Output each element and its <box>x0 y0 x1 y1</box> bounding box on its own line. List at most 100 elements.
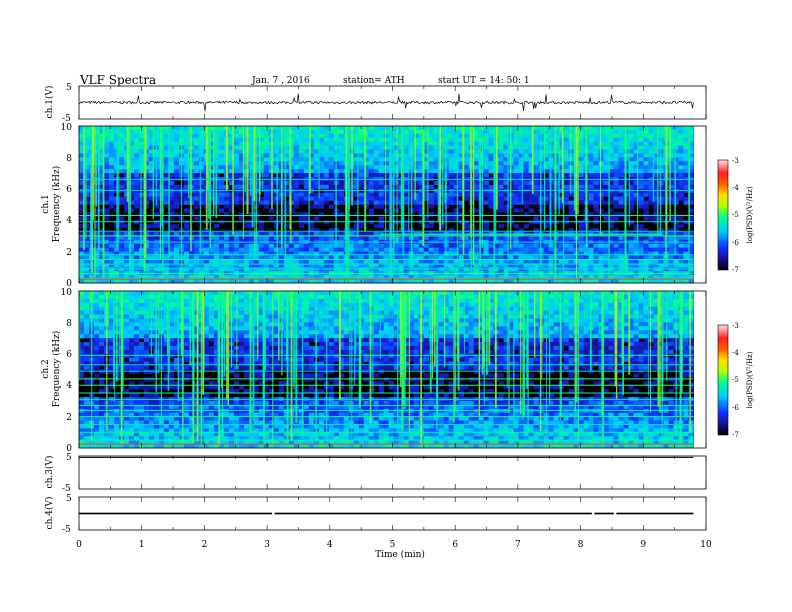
ch1-spec-cell <box>653 141 659 146</box>
ch1-spec-cell <box>109 133 115 138</box>
ch1-spec-cell <box>153 243 160 248</box>
ch1-spec-cell <box>168 204 175 209</box>
ch1-spec-cell <box>523 247 529 252</box>
ch1-spec-cell <box>258 165 265 170</box>
ch1-spec-cell <box>129 279 135 284</box>
ch1-spec-cell <box>453 145 459 150</box>
ch1-spec-cell <box>143 157 150 162</box>
ch1-spec-cell <box>173 235 180 241</box>
ch1-spec-cell <box>673 200 679 205</box>
ch1-spec-cell <box>143 279 150 284</box>
ch1-spec-cell <box>143 165 150 170</box>
ch1-spec-cell <box>378 275 384 280</box>
ch1-spec-cell <box>673 173 679 178</box>
ch1-spec-cell <box>418 247 424 252</box>
ch1-spec-cell <box>498 235 504 241</box>
ch1-spec-cell <box>688 243 694 248</box>
ch1-spec-cell <box>418 267 424 272</box>
ch1-spec-cell <box>298 169 305 174</box>
ch1-spec-cell <box>523 196 529 201</box>
ch1-spec-cell <box>183 259 190 264</box>
ch1-spec-cell <box>503 263 509 268</box>
ch1-spec-cell <box>603 275 609 280</box>
ch1-spec-cell <box>678 129 684 135</box>
ch1-spec-cell <box>143 173 150 178</box>
ch1-spec-cell <box>458 192 464 197</box>
ch1-spec-cell <box>428 196 434 201</box>
ch1-spec-cell <box>208 267 215 272</box>
ch1-spec-cell <box>168 224 175 229</box>
ch1-spec-cell <box>218 141 225 146</box>
ch1-spec-cell <box>638 161 644 166</box>
ch1-spec-cell <box>124 200 130 205</box>
ch1-spec-cell <box>124 173 130 178</box>
ch1-spec-cell <box>158 275 165 280</box>
ch1-spec-cell <box>638 129 644 135</box>
ch1-spec-cell <box>418 196 424 201</box>
ch1-spec-cell <box>253 275 260 280</box>
ch1-spec-cell <box>518 126 524 131</box>
ch1-spec-cell <box>528 235 534 241</box>
ch1-spec-cell <box>683 137 689 142</box>
ch1-spec-cell <box>483 196 489 201</box>
ch1-spec-cell <box>168 169 175 174</box>
ch2-spec-cell <box>124 318 130 323</box>
ch1-spec-cell <box>438 169 444 174</box>
ch1-spec-cell <box>393 184 399 190</box>
ch1-spec-cell <box>293 267 300 272</box>
ch2-spec-cell <box>84 357 90 362</box>
ch1-spec-cell <box>478 212 484 217</box>
ch1-spec-cell <box>318 126 325 131</box>
ch1-spec-cell <box>613 267 619 272</box>
ch1-spec-cell <box>598 275 604 280</box>
ch1-spec-cell <box>393 133 399 138</box>
ch1-spec-cell <box>658 267 664 272</box>
ch1-spec-cell <box>448 243 454 248</box>
ch1-spec-cell <box>303 232 310 237</box>
ch1-spec-cell <box>313 192 320 197</box>
ch1-spec-cell <box>528 180 534 186</box>
ch1-spec-cell <box>428 169 434 174</box>
ch1-spec-cell <box>283 161 290 166</box>
ch1-spec-cell <box>383 149 389 154</box>
ch2-spec-cell <box>94 326 100 331</box>
ch1-spec-cell <box>373 192 379 197</box>
ch2-spec-cell <box>99 330 105 335</box>
ch1-spec-cell <box>448 133 454 138</box>
ch1-spec-cell <box>104 212 110 217</box>
ch1-spec-cell <box>418 145 424 150</box>
ch1-spec-cell <box>638 126 644 131</box>
ch1-spec-cell <box>653 169 659 174</box>
ch1-spec-cell <box>104 133 110 138</box>
ch1-spec-cell <box>308 126 315 131</box>
ch1-spec-cell <box>578 145 584 150</box>
ch1-spec-cell <box>543 188 549 193</box>
ch1-spec-cell <box>528 173 534 178</box>
ch2-spec-cell <box>124 314 130 319</box>
ch1-spec-cell <box>598 133 604 138</box>
ch1-spec-cell <box>683 161 689 166</box>
ch1-spec-cell <box>423 129 429 135</box>
ch1-spec-cell <box>358 255 365 260</box>
ch1-spec-cell <box>478 247 484 252</box>
ch1-spec-cell <box>528 161 534 166</box>
ch1-spec-cell <box>473 133 479 138</box>
ch1-spec-cell <box>443 279 449 284</box>
ch1-spec-cell <box>633 255 639 260</box>
ch1-spectrogram-ticks <box>78 126 707 283</box>
ch2-spec-cell <box>109 420 115 425</box>
ch1-spec-cell <box>598 208 604 213</box>
ch1-spec-cell <box>648 267 654 272</box>
ch1-spec-cell <box>373 263 379 268</box>
ch1-spec-cell <box>463 153 469 158</box>
ch1-spec-cell <box>478 196 484 201</box>
ch1-spec-cell <box>393 157 399 162</box>
ch1-spec-cell <box>488 188 494 193</box>
ch1-spec-cell <box>168 263 175 268</box>
ch1-spec-cell <box>478 141 484 146</box>
ch1-spec-cell <box>438 145 444 150</box>
ch1-spec-cell <box>683 145 689 150</box>
ch1-spec-cell <box>578 200 584 205</box>
ch1-spec-cell <box>648 263 654 268</box>
